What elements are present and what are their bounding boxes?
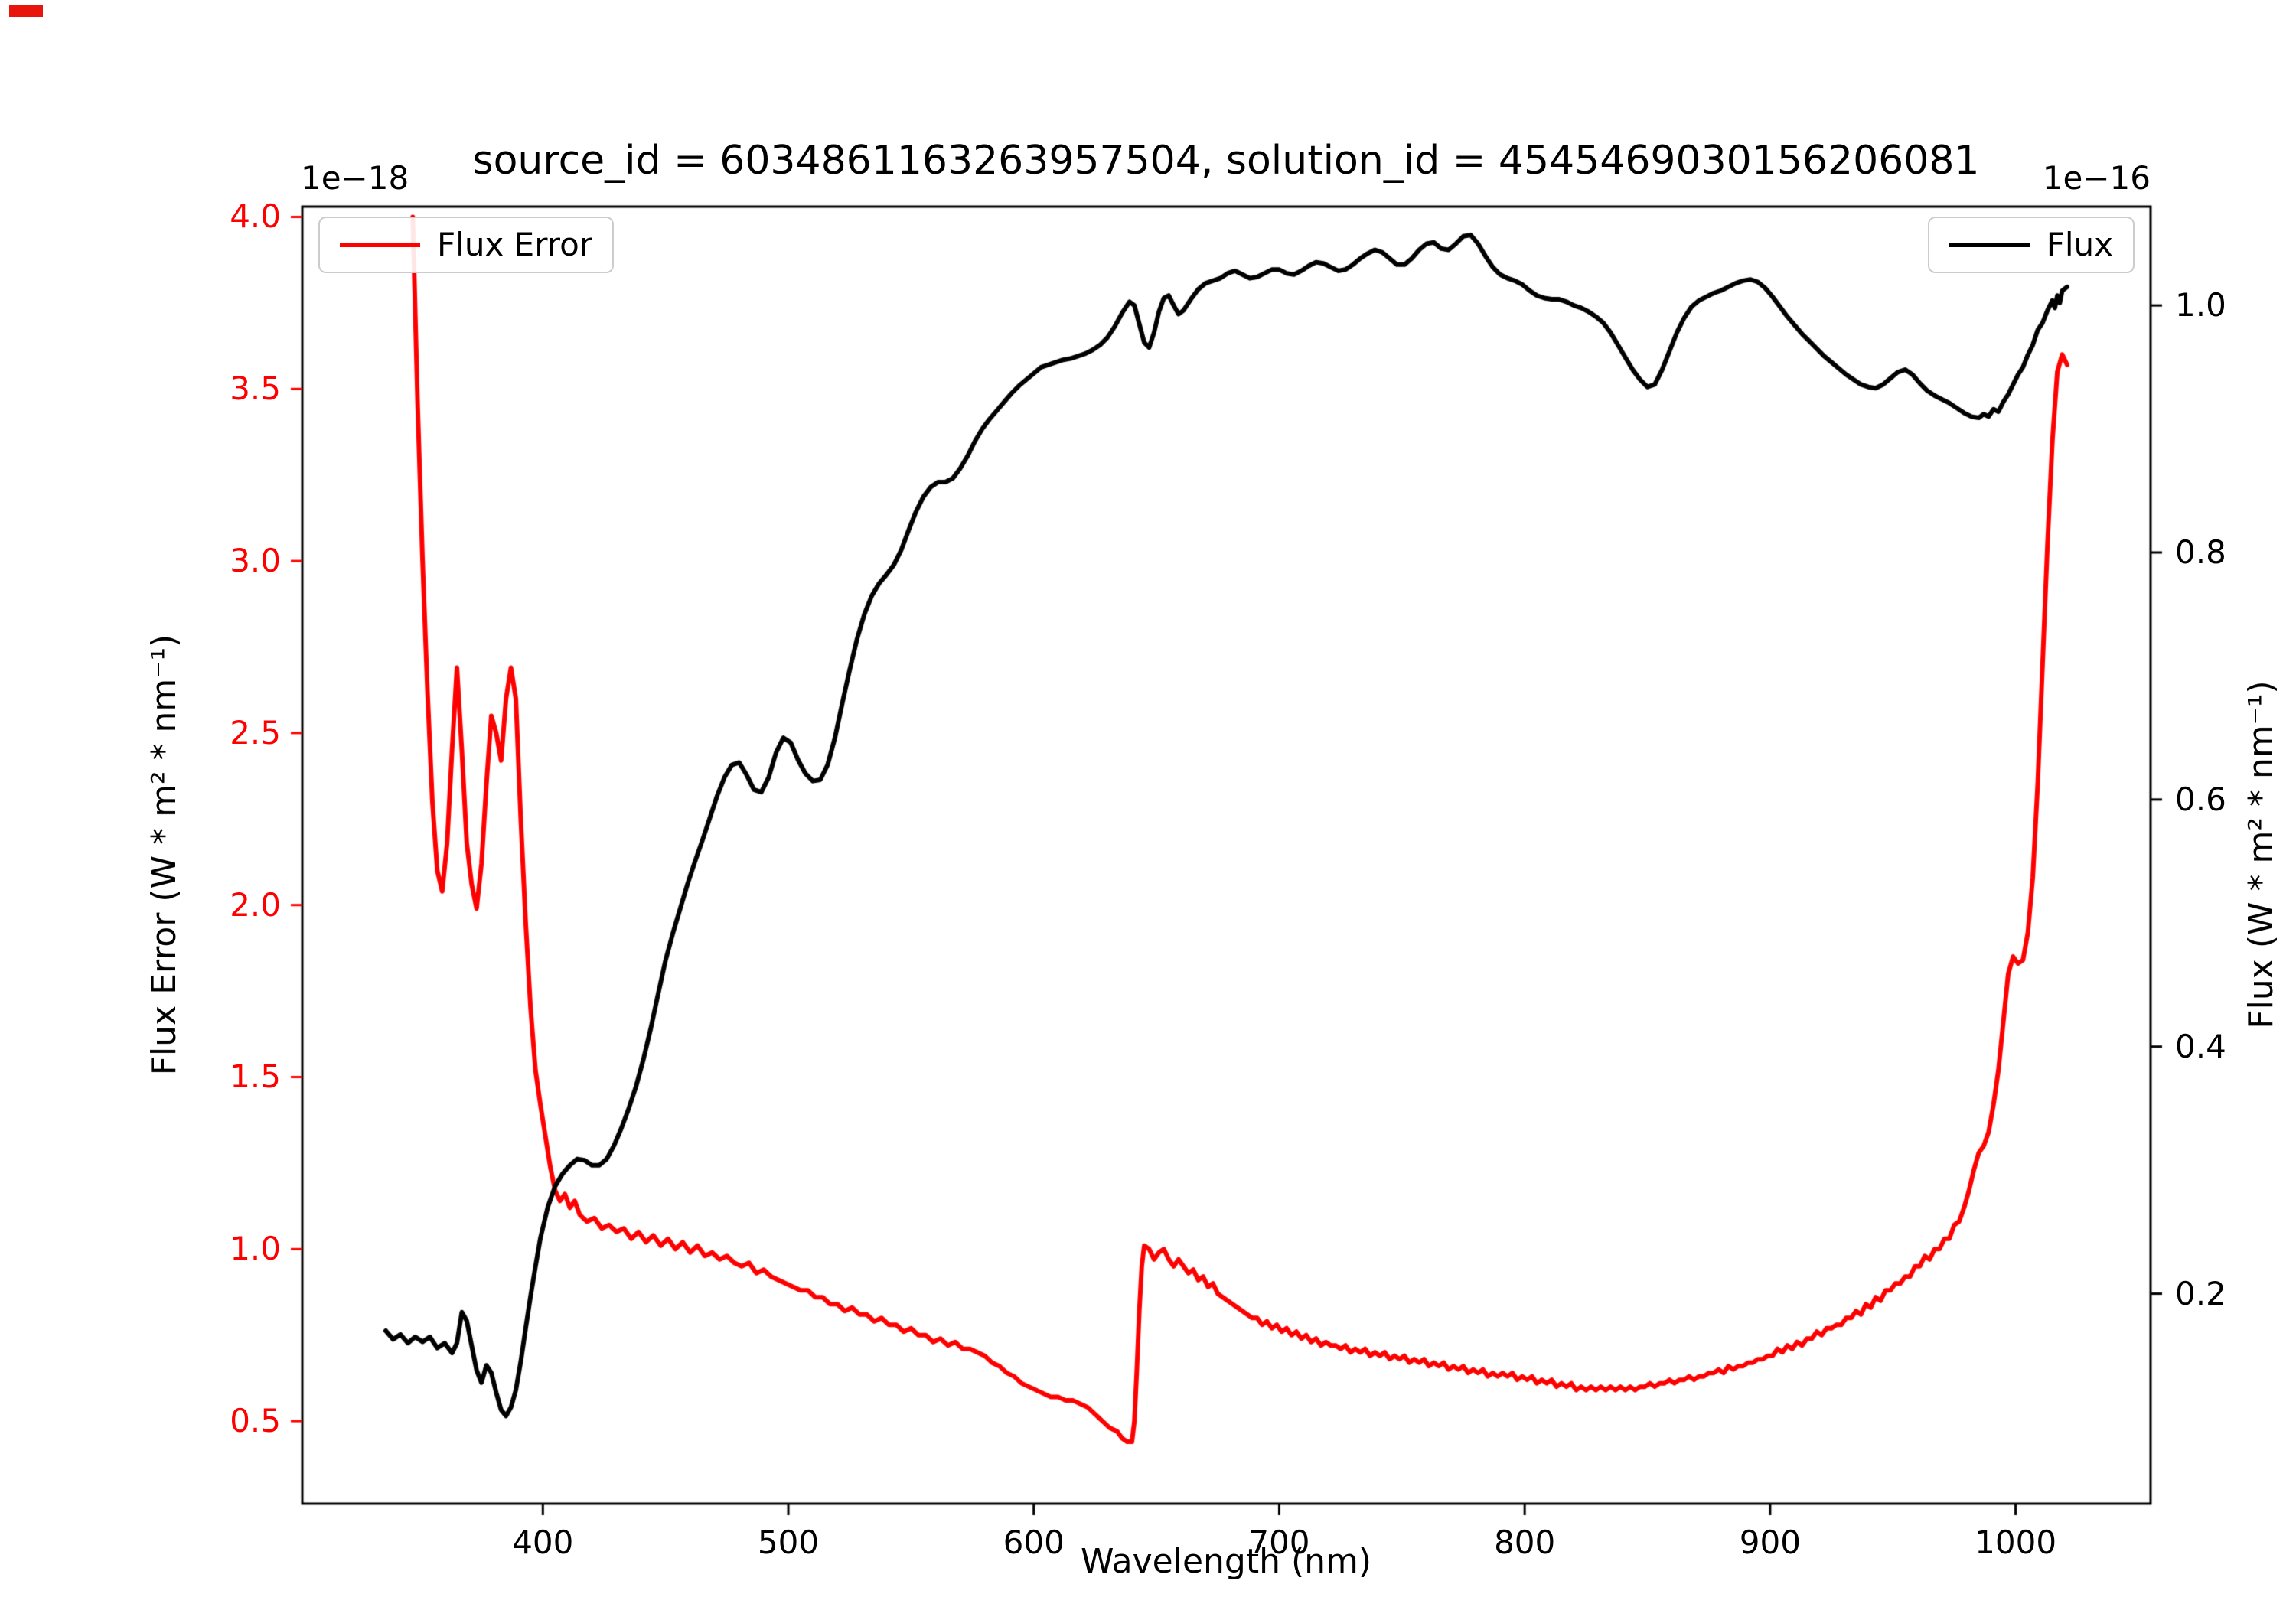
right-y-tick-label: 0.6 — [2175, 780, 2226, 818]
legend-flux-label: Flux — [2046, 226, 2113, 263]
right-y-tick-label: 0.4 — [2175, 1027, 2226, 1065]
flux-line-swatch — [1949, 243, 2030, 247]
flux-error-line-swatch — [340, 243, 420, 247]
left-axis-offset-text: 1e−18 — [301, 159, 409, 197]
right-y-tick-label: 0.2 — [2175, 1274, 2226, 1312]
legend-flux-error-label: Flux Error — [437, 226, 593, 263]
x-tick-label: 500 — [757, 1524, 820, 1561]
legend-flux-error: Flux Error — [318, 217, 615, 273]
legend-flux: Flux — [1927, 217, 2135, 273]
x-tick-label: 700 — [1248, 1524, 1310, 1561]
left-y-tick-label: 2.0 — [230, 885, 281, 924]
left-y-tick-label: 2.5 — [230, 713, 281, 751]
left-y-tick-label: 4.0 — [230, 197, 281, 236]
left-y-tick-label: 3.5 — [230, 370, 281, 408]
chart-title: source_id = 6034861163263957504, solutio… — [472, 138, 1980, 184]
left-y-tick-label: 1.0 — [230, 1230, 281, 1268]
right-axis-offset-text: 1e−16 — [2042, 159, 2151, 197]
left-y-tick-label: 0.5 — [230, 1402, 281, 1440]
x-tick-label: 600 — [1003, 1524, 1065, 1561]
right-y-tick-label: 1.0 — [2175, 286, 2226, 324]
x-tick-label: 900 — [1739, 1524, 1801, 1561]
x-axis-label: Wavelength (nm) — [1080, 1542, 1372, 1581]
screen-corner-artifact — [9, 5, 43, 17]
right-y-tick-label: 0.8 — [2175, 533, 2226, 571]
x-tick-label: 400 — [512, 1524, 574, 1561]
x-tick-label: 1000 — [1975, 1524, 2057, 1561]
left-y-tick-label: 3.0 — [230, 542, 281, 580]
right-y-axis-label: Flux (W * m² * nm⁻¹) — [2242, 680, 2281, 1029]
x-tick-label: 800 — [1494, 1524, 1556, 1561]
left-y-axis-label: Flux Error (W * m² * nm⁻¹) — [145, 634, 184, 1076]
left-y-tick-label: 1.5 — [230, 1058, 281, 1096]
